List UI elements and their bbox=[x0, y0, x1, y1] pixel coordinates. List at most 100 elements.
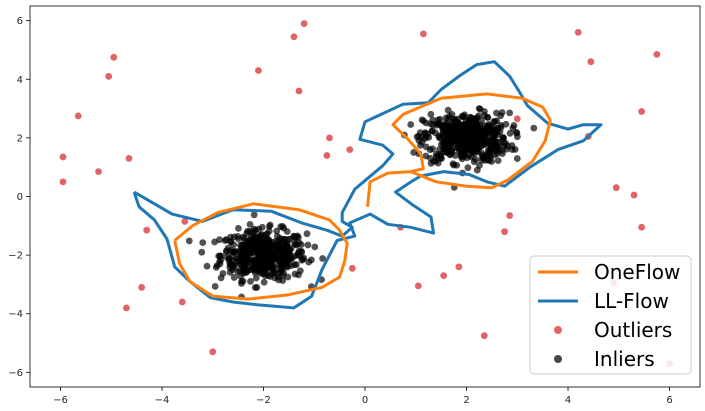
inlier-point bbox=[307, 256, 315, 264]
outlier-point bbox=[326, 134, 333, 142]
y-tick-label: −6 bbox=[8, 368, 23, 379]
inlier-point bbox=[467, 147, 475, 154]
inlier-point bbox=[446, 150, 454, 158]
inlier-point bbox=[484, 113, 492, 121]
inlier-point bbox=[463, 154, 471, 162]
outlier-point bbox=[346, 146, 354, 154]
outlier-point bbox=[501, 228, 508, 236]
outlier-point bbox=[300, 20, 308, 27]
inlier-point bbox=[429, 145, 436, 153]
inlier-point bbox=[250, 225, 258, 233]
x-tick-label: −4 bbox=[155, 395, 170, 406]
outlier-point bbox=[419, 30, 427, 38]
outlier-point bbox=[612, 184, 620, 192]
inlier-point bbox=[449, 160, 457, 168]
inlier-point bbox=[422, 152, 430, 160]
inlier-point bbox=[478, 117, 486, 125]
inlier-point bbox=[230, 274, 238, 281]
inlier-point bbox=[276, 234, 284, 242]
inlier-point bbox=[506, 129, 514, 137]
inlier-point bbox=[231, 247, 239, 255]
outlier-point bbox=[440, 272, 448, 280]
inlier-point bbox=[421, 129, 429, 137]
ll-flow-contour bbox=[132, 60, 603, 310]
inlier-point bbox=[239, 258, 246, 266]
plot-area bbox=[59, 20, 673, 367]
y-tick-label: −4 bbox=[8, 309, 23, 320]
inlier-point bbox=[247, 277, 254, 285]
legend-label: LL-Flow bbox=[594, 289, 669, 313]
inlier-point bbox=[434, 152, 442, 160]
inlier-point bbox=[242, 268, 249, 276]
inlier-point bbox=[283, 228, 291, 235]
inlier-point bbox=[303, 230, 311, 238]
outlier-point bbox=[348, 264, 356, 272]
inlier-point bbox=[513, 129, 521, 137]
inlier-point bbox=[230, 233, 238, 241]
outlier-point bbox=[138, 283, 146, 291]
inlier-point bbox=[458, 153, 466, 161]
inlier-point bbox=[250, 265, 258, 273]
outlier-point bbox=[181, 218, 189, 225]
inlier-point bbox=[499, 135, 507, 142]
y-tick-label: −2 bbox=[8, 251, 23, 262]
inlier-point bbox=[185, 237, 193, 245]
outlier-point bbox=[323, 152, 331, 159]
inlier-point bbox=[250, 211, 258, 219]
inlier-point bbox=[311, 243, 319, 251]
inlier-point bbox=[280, 242, 288, 250]
inlier-point bbox=[430, 157, 438, 165]
inlier-point bbox=[243, 229, 251, 237]
inlier-point bbox=[436, 121, 444, 129]
inlier-point bbox=[432, 129, 439, 137]
outlier-point bbox=[178, 298, 186, 306]
outlier-point bbox=[513, 115, 521, 123]
inlier-point bbox=[490, 151, 498, 159]
inlier-point bbox=[252, 274, 260, 282]
inlier-point bbox=[410, 149, 418, 156]
inlier-point bbox=[257, 269, 265, 277]
inlier-point bbox=[227, 238, 235, 245]
outlier-point bbox=[59, 153, 67, 161]
outlier-point bbox=[455, 263, 463, 271]
inlier-point bbox=[473, 166, 481, 174]
inlier-point bbox=[494, 142, 501, 150]
inlier-point bbox=[470, 129, 478, 137]
inlier-point bbox=[291, 270, 299, 278]
inlier-point bbox=[304, 241, 312, 249]
inlier-point bbox=[465, 121, 473, 129]
inlier-point bbox=[246, 220, 254, 228]
inlier-point bbox=[473, 146, 481, 154]
x-tick-label: 0 bbox=[362, 395, 368, 406]
inlier-point bbox=[486, 156, 493, 164]
outlier-point bbox=[638, 108, 646, 115]
inlier-point bbox=[217, 274, 225, 282]
outlier-point bbox=[143, 226, 151, 234]
inlier-point bbox=[497, 121, 505, 129]
outlier-point bbox=[480, 332, 488, 340]
inlier-point bbox=[460, 128, 468, 136]
inlier-point bbox=[226, 259, 234, 266]
inlier-point bbox=[235, 224, 242, 232]
inlier-point bbox=[451, 132, 459, 140]
outlier-point bbox=[574, 28, 582, 36]
inlier-point bbox=[211, 238, 219, 246]
inlier-point bbox=[285, 249, 292, 257]
inlier-point bbox=[415, 132, 423, 140]
inlier-point bbox=[253, 238, 260, 245]
inlier-point bbox=[211, 283, 219, 290]
inlier-point bbox=[472, 137, 480, 145]
inlier-point bbox=[241, 244, 248, 252]
inlier-point bbox=[498, 109, 506, 116]
inlier-point bbox=[260, 245, 268, 253]
inlier-point bbox=[513, 155, 521, 162]
x-tick-label: −6 bbox=[53, 395, 68, 406]
inlier-point bbox=[215, 252, 223, 260]
inlier-point bbox=[203, 262, 211, 270]
inlier-point bbox=[436, 115, 444, 123]
inlier-point bbox=[485, 122, 493, 130]
legend-swatch-marker bbox=[554, 326, 562, 334]
outlier-point bbox=[95, 168, 102, 175]
x-tick-label: 4 bbox=[565, 395, 571, 406]
inlier-point bbox=[247, 249, 255, 257]
